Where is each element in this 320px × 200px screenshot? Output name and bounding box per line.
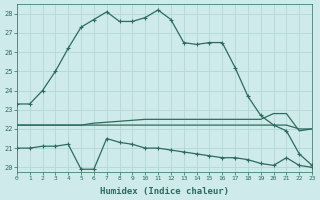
X-axis label: Humidex (Indice chaleur): Humidex (Indice chaleur): [100, 187, 229, 196]
